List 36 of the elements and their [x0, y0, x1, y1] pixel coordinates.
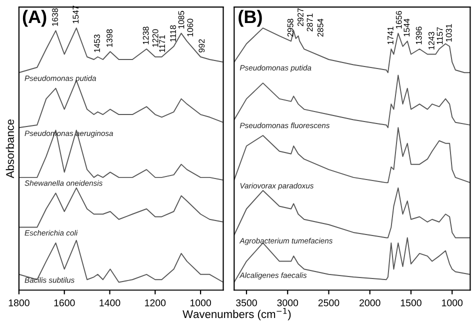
annotation: 992	[198, 39, 205, 52]
x-tick-label: 1200	[145, 299, 166, 306]
annotation: 1396	[416, 26, 422, 44]
annotation: 1638	[52, 8, 58, 26]
annotation: 1085	[178, 10, 184, 28]
x-tick-label: 2500	[318, 299, 340, 306]
x-tick-label: 1000	[190, 299, 211, 306]
y-axis-title: Absorbance	[6, 119, 14, 178]
annotation: 1243	[428, 32, 434, 50]
annotation: 1031	[446, 24, 452, 42]
annotation: 2871	[306, 14, 313, 32]
annotation: 1453	[94, 34, 100, 52]
x-tick-label: 1500	[400, 299, 422, 306]
annotation: 1118	[170, 25, 176, 42]
annotation: 1220	[152, 29, 158, 47]
annotation: 1238	[142, 26, 149, 44]
x-tick-label: 3000	[277, 299, 298, 306]
x-tick-label: 2000	[360, 299, 380, 306]
annotation: 1544	[404, 18, 410, 36]
x-axis-title: Wavenumbers (cm$^{−1}$)	[182, 308, 291, 320]
annotation: 1741	[388, 26, 394, 44]
chart-title: (B)	[238, 10, 262, 27]
annotation: 1171	[159, 35, 165, 52]
annotation: 2927	[298, 8, 304, 26]
annotation: 1656	[396, 10, 402, 28]
annotation: 1398	[106, 29, 112, 47]
annotation: 2958	[287, 18, 294, 37]
chart-title: (A)	[22, 10, 46, 27]
x-tick-label: 1400	[100, 299, 120, 306]
x-tick-label: 1600	[54, 299, 75, 306]
x-tick-label: 1800	[8, 299, 30, 306]
x-tick-label: 1000	[442, 299, 463, 306]
annotation: 1060	[187, 18, 194, 36]
annotation: 2854	[317, 18, 324, 37]
x-tick-label: 3500	[236, 299, 257, 306]
annotation: 1157	[436, 27, 443, 44]
